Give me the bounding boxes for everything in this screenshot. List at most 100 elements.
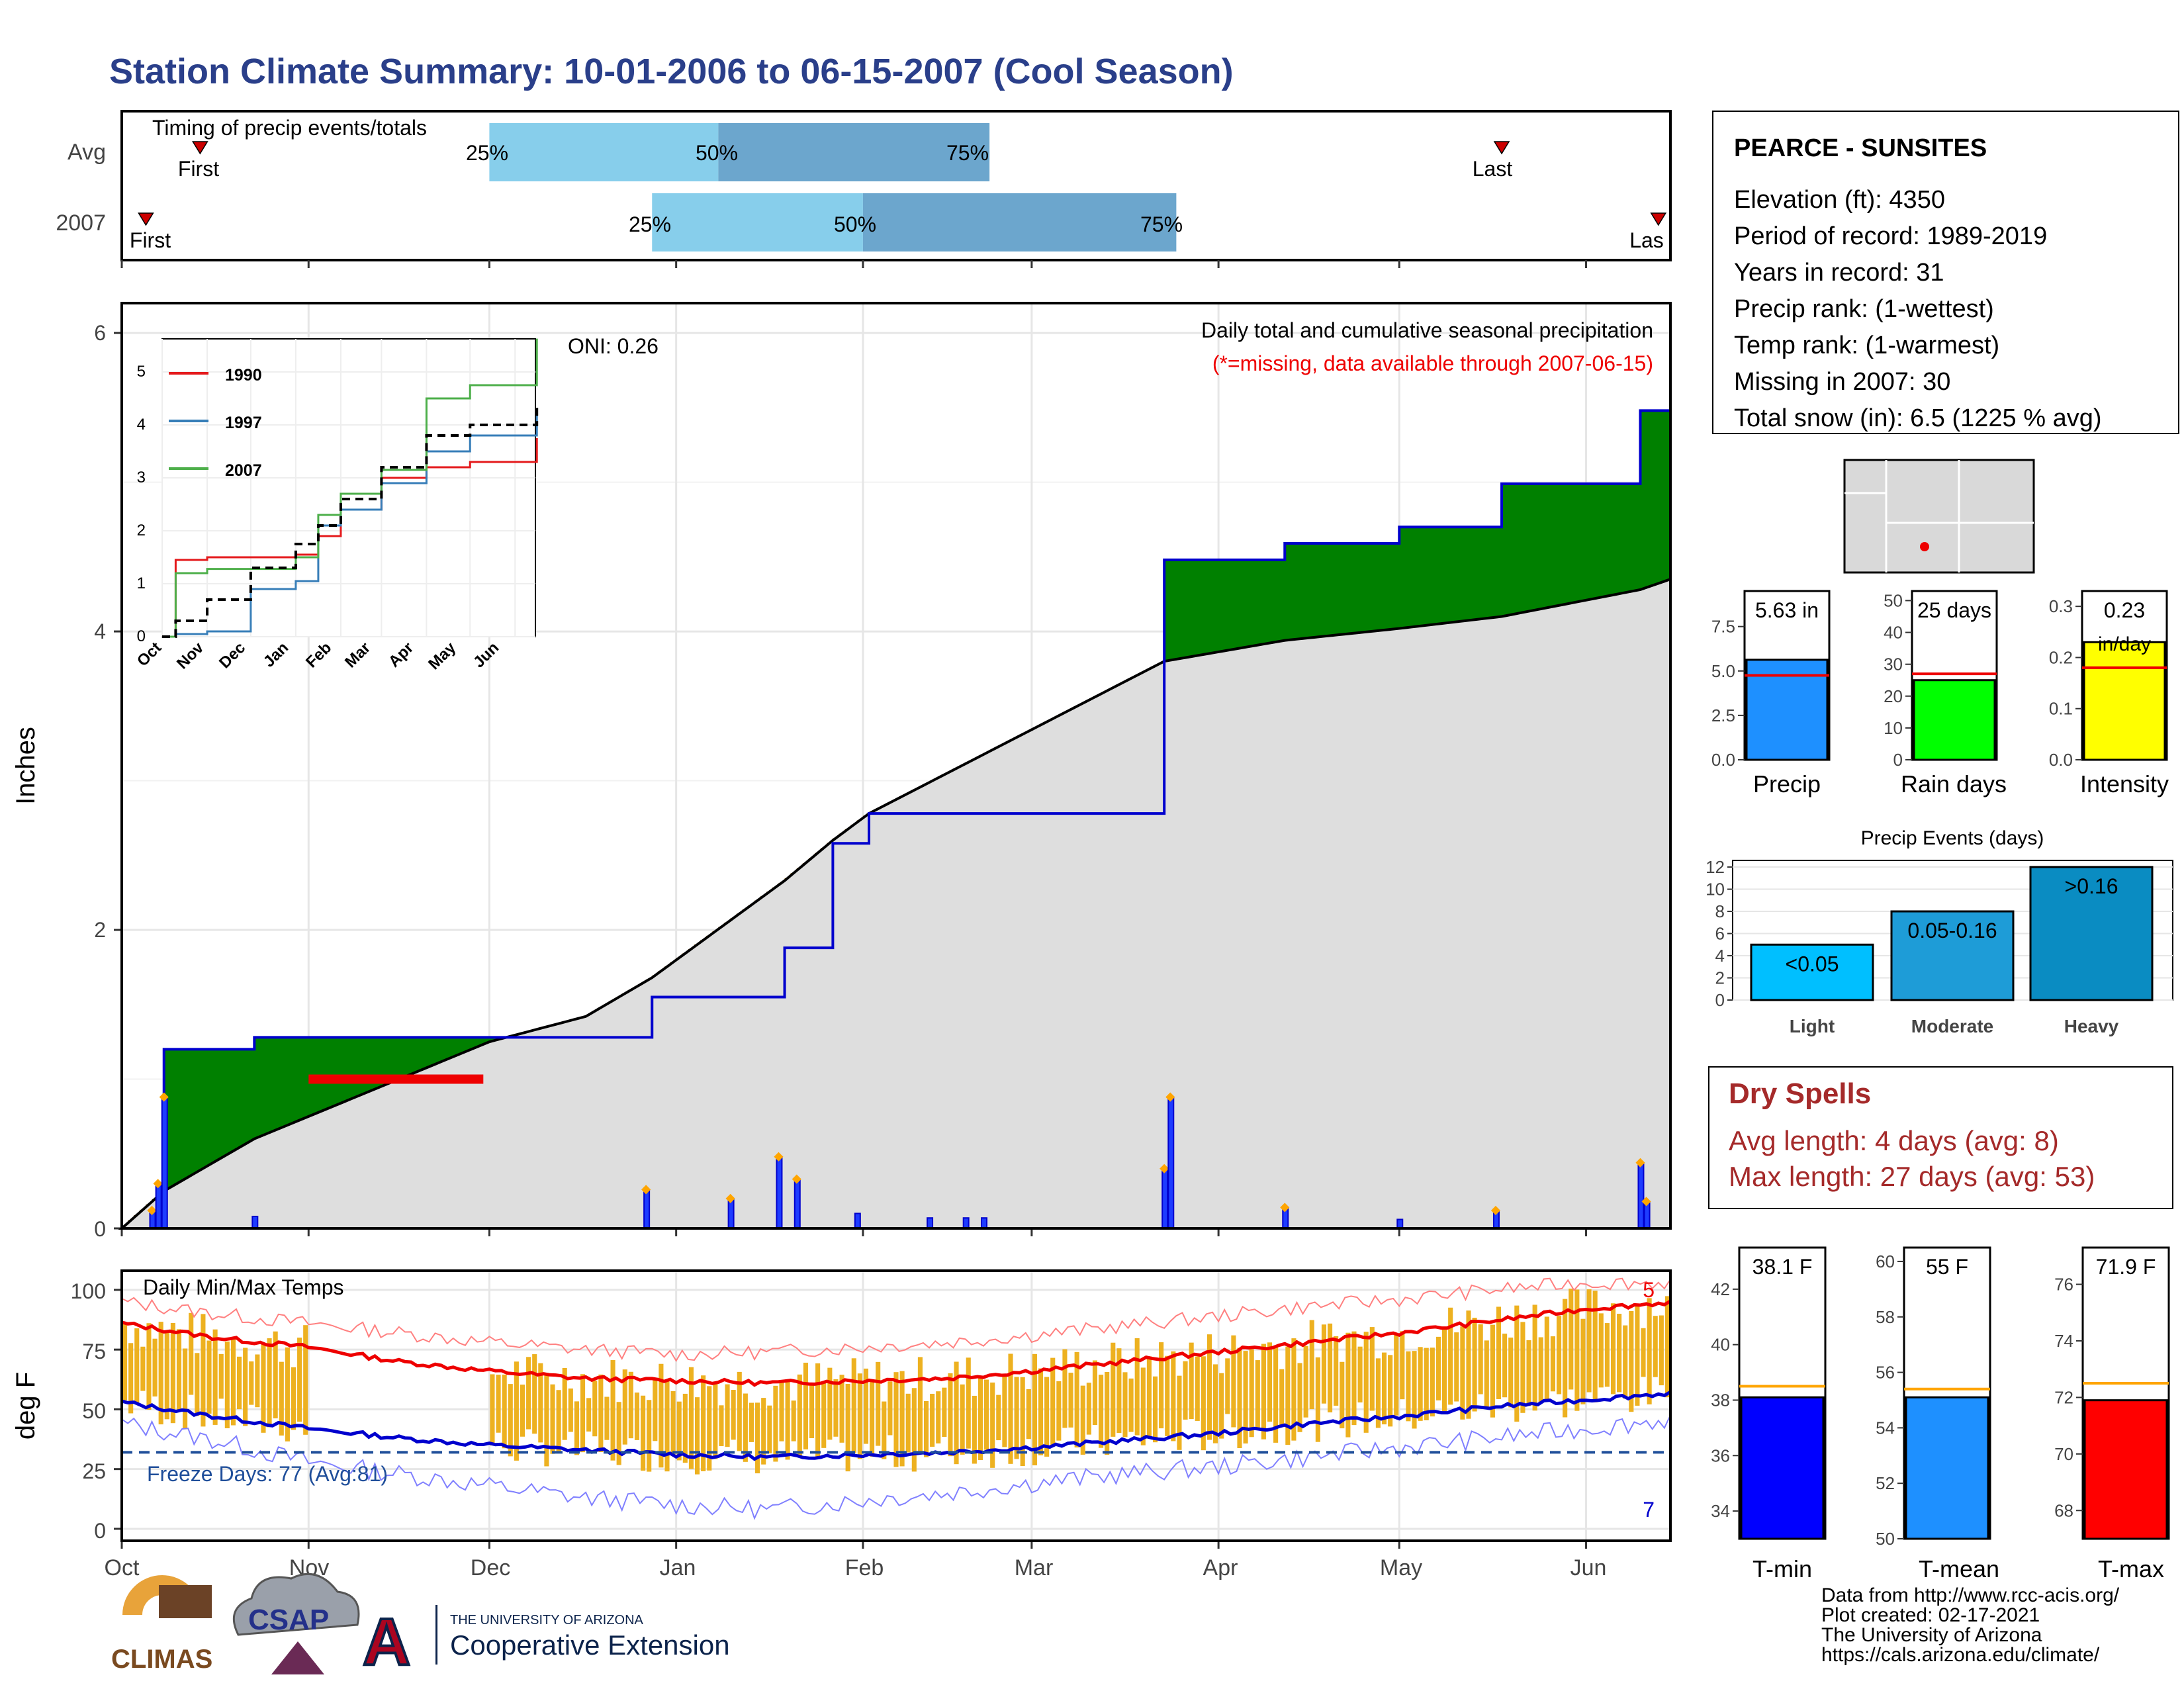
daily-temp-range-bar [236, 1356, 242, 1410]
daily-temp-range-bar [641, 1395, 646, 1471]
daily-temp-range-bar [1659, 1315, 1664, 1386]
temp-ytick-100: 100 [71, 1279, 106, 1303]
inset-series-2007 [162, 338, 538, 638]
events-tick-label: 0 [1715, 990, 1725, 1010]
above-average-fill [398, 1037, 406, 1078]
temp-ytick-0: 0 [94, 1519, 106, 1543]
daily-temp-range-bar [1261, 1344, 1266, 1440]
above-average-fill [1598, 483, 1605, 598]
daily-temp-range-bar [1448, 1307, 1453, 1405]
daily-temp-range-bar [1574, 1289, 1580, 1411]
daily-precip-marker [1160, 1164, 1169, 1173]
daily-temp-range-bar [1496, 1306, 1502, 1399]
inset-legend-2007: 2007 [225, 461, 262, 480]
above-average-fill [1652, 410, 1659, 585]
daily-temp-range-bar [978, 1376, 983, 1460]
daily-temp-range-bar [659, 1363, 664, 1468]
above-average-fill [1399, 527, 1406, 629]
timing-bar-q2 [862, 193, 1177, 251]
daily-temp-range-bar [676, 1401, 682, 1461]
daily-temp-range-bar [291, 1367, 296, 1430]
mini-bar-tick-label: 5.0 [1711, 661, 1735, 681]
average-cumulative-area [118, 577, 1672, 1230]
above-average-fill [1429, 527, 1436, 625]
timing-panel: Timing of precip events/totals Avg 2007 … [56, 110, 1672, 268]
daily-temp-range-bar [713, 1383, 718, 1459]
daily-temp-range-bar [664, 1381, 670, 1472]
mini-bar-tick-label: 0.0 [2049, 750, 2073, 770]
above-average-fill [1369, 543, 1376, 631]
daily-temp-range-bar [1442, 1329, 1447, 1412]
daily-temp-range-bar [568, 1388, 573, 1432]
daily-temp-range-bar [731, 1390, 736, 1440]
above-average-fill [266, 1037, 273, 1133]
above-average-fill [302, 1037, 309, 1118]
above-average-fill [1200, 559, 1207, 655]
daily-temp-range-bar [1357, 1346, 1363, 1403]
inset-series-avg [162, 404, 539, 638]
events-bar [1890, 910, 2015, 1001]
daily-temp-range-bar [797, 1374, 802, 1457]
above-average-fill [169, 1049, 177, 1186]
daily-precip-marker [1165, 1092, 1175, 1102]
station-info-box: PEARCE - SUNSITES Elevation (ft): 4350 P… [1712, 111, 2179, 434]
temp-bar-tick-label: 70 [2054, 1444, 2073, 1464]
xtick-dec: Dec [471, 1555, 510, 1580]
daily-temp-range-bar [1309, 1320, 1314, 1410]
above-average-fill [1628, 483, 1635, 592]
daily-temp-range-bar [490, 1374, 495, 1446]
events-xtick-heavy: Heavy [2064, 1016, 2119, 1036]
events-tick-label: 12 [1706, 857, 1725, 877]
above-average-fill [254, 1037, 261, 1138]
daily-temp-range-bar [773, 1385, 778, 1462]
daily-temp-range-bar [297, 1338, 302, 1422]
daily-temp-range-bar [1502, 1334, 1508, 1398]
daily-temp-range-bar [1249, 1349, 1254, 1438]
mini-bar-value [1913, 679, 1996, 761]
daily-temp-range-bar [761, 1398, 766, 1465]
daily-temp-range-bar [285, 1347, 290, 1441]
mini-bar-tick-label: 10 [1884, 718, 1903, 738]
daily-temp-range-bar [249, 1361, 254, 1405]
dry-spells-title: Dry Spells [1729, 1077, 1871, 1110]
oni-label: ONI: 0.26 [568, 334, 659, 358]
map-frame [1843, 459, 2035, 574]
daily-temp-range-bar [1038, 1368, 1044, 1455]
events-tick-label: 8 [1715, 901, 1725, 921]
daily-temp-range-bar [1345, 1332, 1351, 1438]
above-average-fill [1206, 559, 1213, 654]
above-average-fill [1164, 559, 1171, 661]
precip-ylabel: Inches [11, 727, 40, 805]
precip-ytick-0: 0 [94, 1217, 106, 1241]
daily-temp-range-bar [1032, 1353, 1037, 1466]
events-title: Precip Events (days) [1861, 827, 2044, 849]
above-average-fill [1514, 483, 1520, 614]
daily-temp-range-bar [1086, 1383, 1091, 1435]
above-average-fill [1405, 527, 1412, 627]
events-tick-label: 4 [1715, 946, 1725, 966]
daily-temp-range-bar [911, 1388, 917, 1472]
daily-temp-range-bar [1074, 1351, 1079, 1448]
above-average-fill [1393, 543, 1400, 629]
csap-logo-text: CSAP [248, 1604, 329, 1636]
daily-temp-range-bar [1664, 1296, 1670, 1398]
above-average-fill [1471, 527, 1479, 620]
daily-temp-range-bar [1394, 1333, 1399, 1416]
above-average-fill [1387, 543, 1394, 629]
mini-bar-label-precip: Precip [1753, 770, 1821, 798]
daily-temp-range-bar [1490, 1324, 1495, 1418]
daily-temp-range-bar [1460, 1326, 1465, 1420]
climas-mountain-icon [159, 1585, 212, 1618]
mini-bar-tick-label: 2.5 [1711, 706, 1735, 725]
map-state-borders [1844, 460, 2034, 572]
mini-bar-tick-label: 0.3 [2049, 596, 2073, 616]
temp-bar-tick-label: 76 [2054, 1275, 2073, 1295]
csap-cloud-icon [232, 1573, 360, 1636]
daily-temp-range-bar [1550, 1336, 1556, 1392]
above-average-fill [278, 1037, 285, 1128]
daily-temp-range-bar [1388, 1355, 1393, 1427]
daily-temp-range-bar [966, 1357, 971, 1449]
daily-precip-bar [794, 1178, 801, 1230]
above-average-fill [200, 1049, 207, 1169]
daily-temp-range-bar [1569, 1289, 1574, 1390]
